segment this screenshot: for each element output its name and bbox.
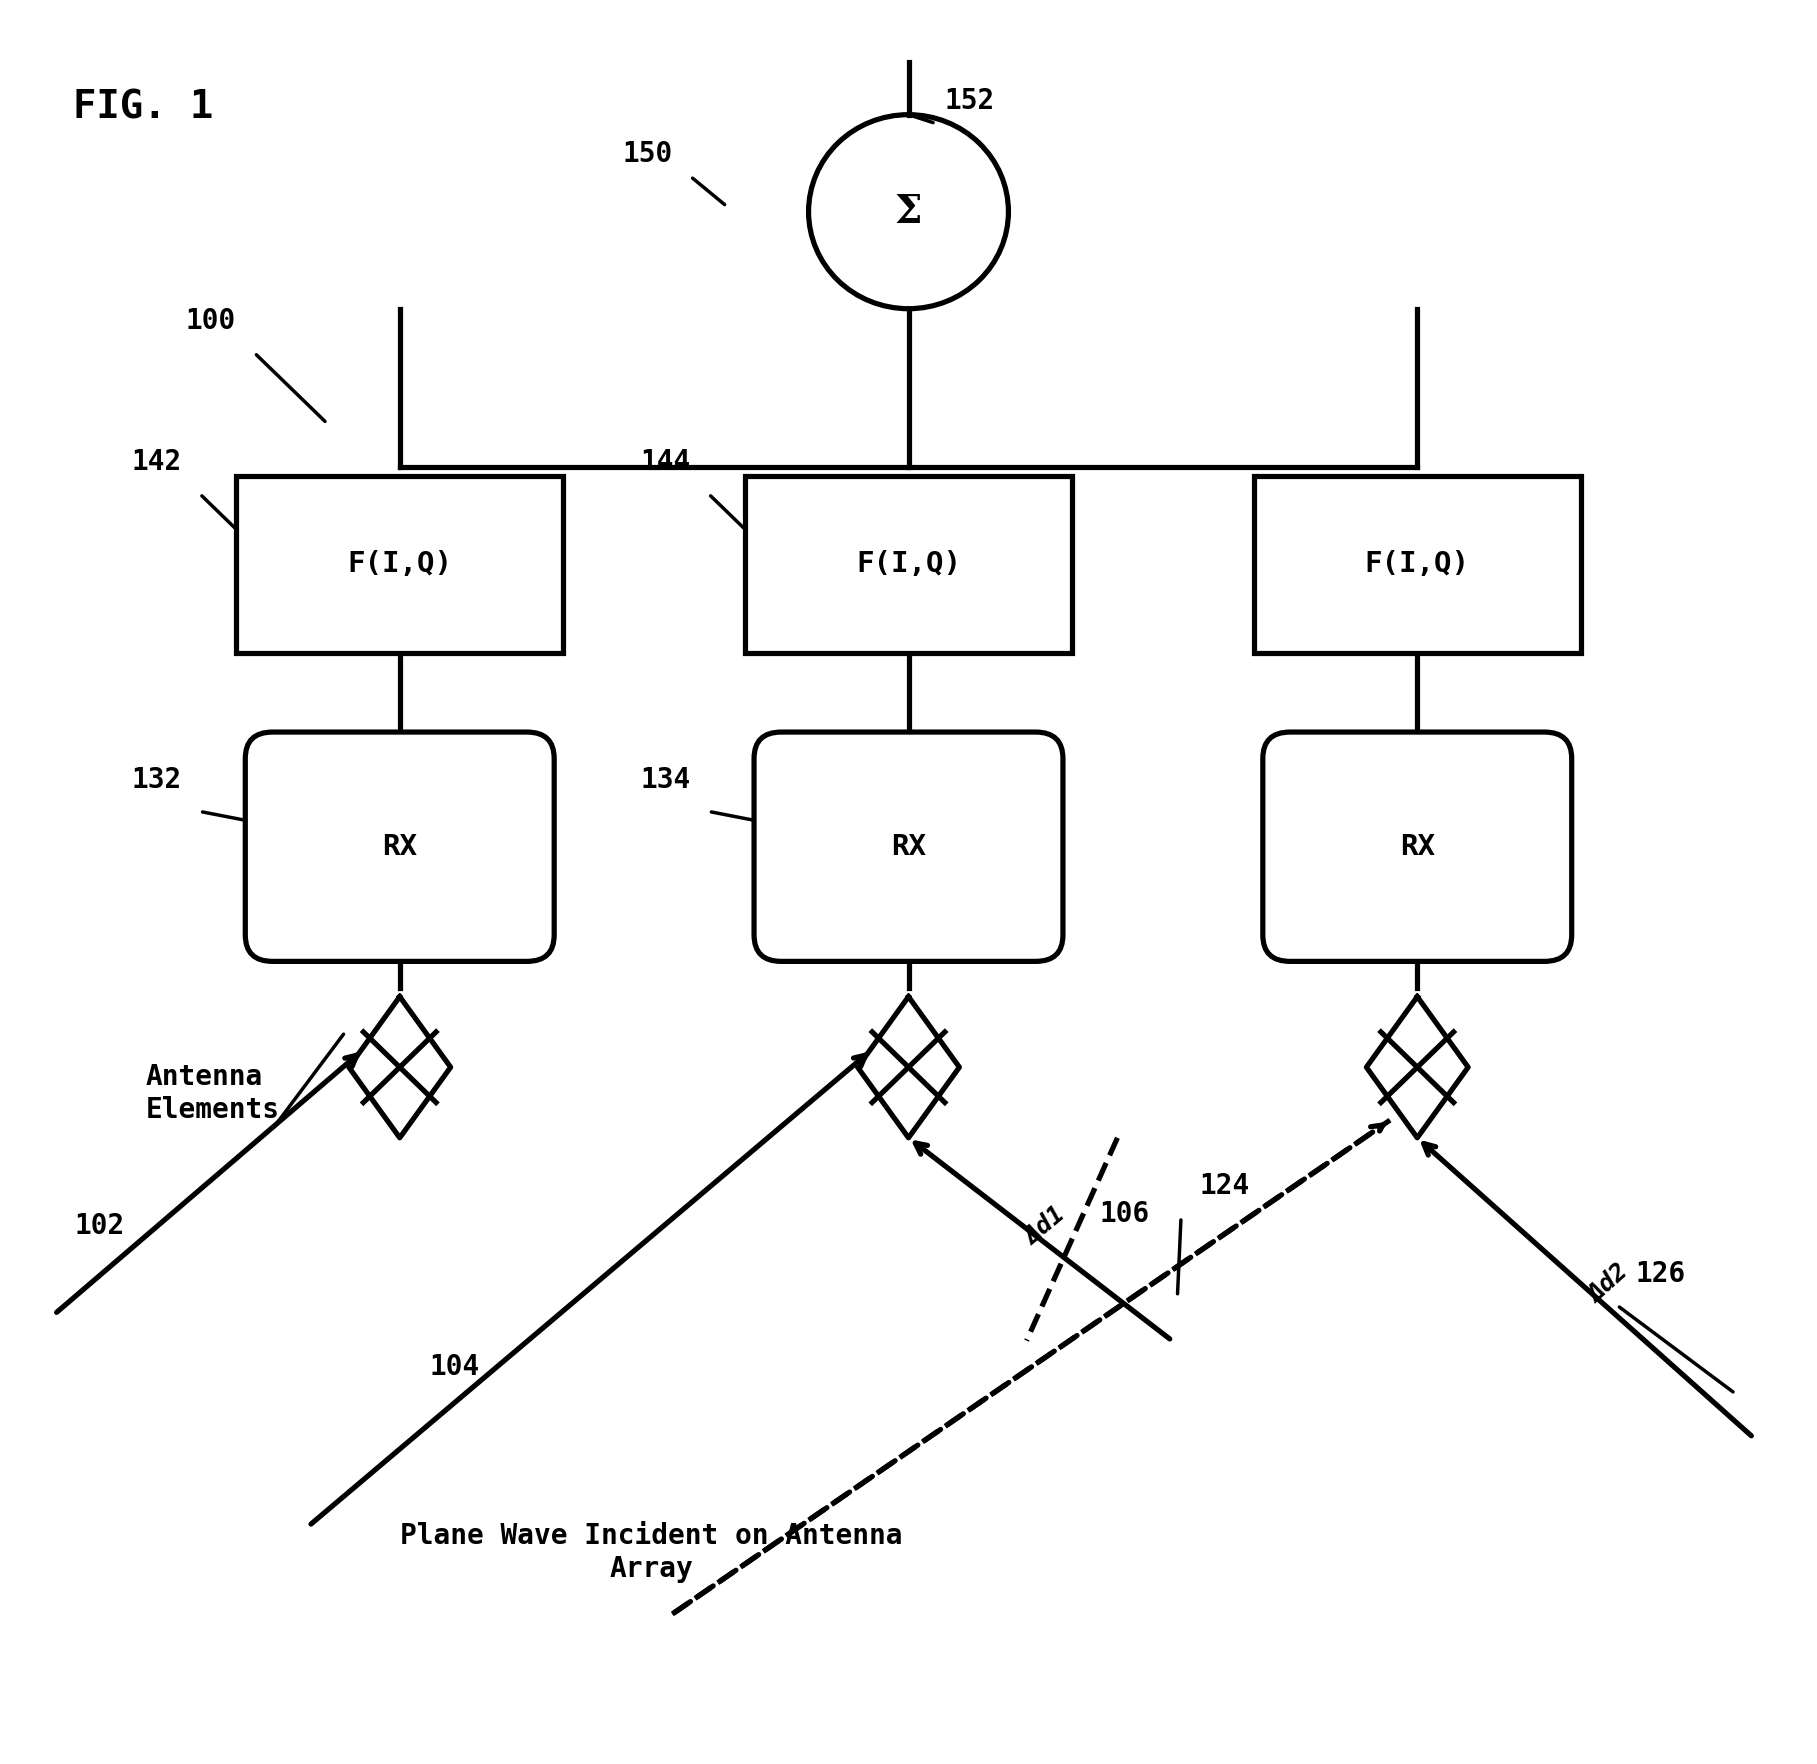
FancyBboxPatch shape [236,476,563,653]
Text: F(I,Q): F(I,Q) [1365,550,1470,579]
Text: F(I,Q): F(I,Q) [347,550,452,579]
Text: 106: 106 [1099,1200,1150,1228]
FancyBboxPatch shape [245,732,554,961]
FancyBboxPatch shape [1254,476,1581,653]
Text: 124: 124 [1199,1171,1250,1200]
Text: F(I,Q): F(I,Q) [856,550,961,579]
Text: 146: 146 [1475,501,1526,529]
FancyBboxPatch shape [1263,732,1572,961]
Text: 132: 132 [131,766,182,794]
Text: FIG. 1: FIG. 1 [73,88,213,127]
Text: RX: RX [890,833,927,861]
Text: RX: RX [1399,833,1435,861]
Text: 144: 144 [640,448,690,476]
Text: RX: RX [382,833,418,861]
Text: 102: 102 [74,1212,125,1240]
Text: 142: 142 [131,448,182,476]
Text: 116: 116 [1330,924,1381,953]
Text: Antenna
Elements: Antenna Elements [145,1064,280,1124]
Text: 152: 152 [945,86,996,115]
Text: 104: 104 [429,1353,480,1381]
Text: 136: 136 [1475,854,1526,882]
FancyBboxPatch shape [754,732,1063,961]
Text: 112: 112 [313,924,363,953]
Text: Δd2: Δd2 [1583,1259,1633,1309]
Text: 114: 114 [785,924,836,953]
Text: Σ: Σ [894,192,923,231]
Text: 100: 100 [185,307,236,335]
FancyBboxPatch shape [745,476,1072,653]
Text: Δd1: Δd1 [1019,1203,1070,1249]
Text: 150: 150 [621,139,672,168]
Text: 134: 134 [640,766,690,794]
Text: 126: 126 [1635,1259,1686,1288]
Text: Plane Wave Incident on Antenna
Array: Plane Wave Incident on Antenna Array [400,1522,903,1582]
